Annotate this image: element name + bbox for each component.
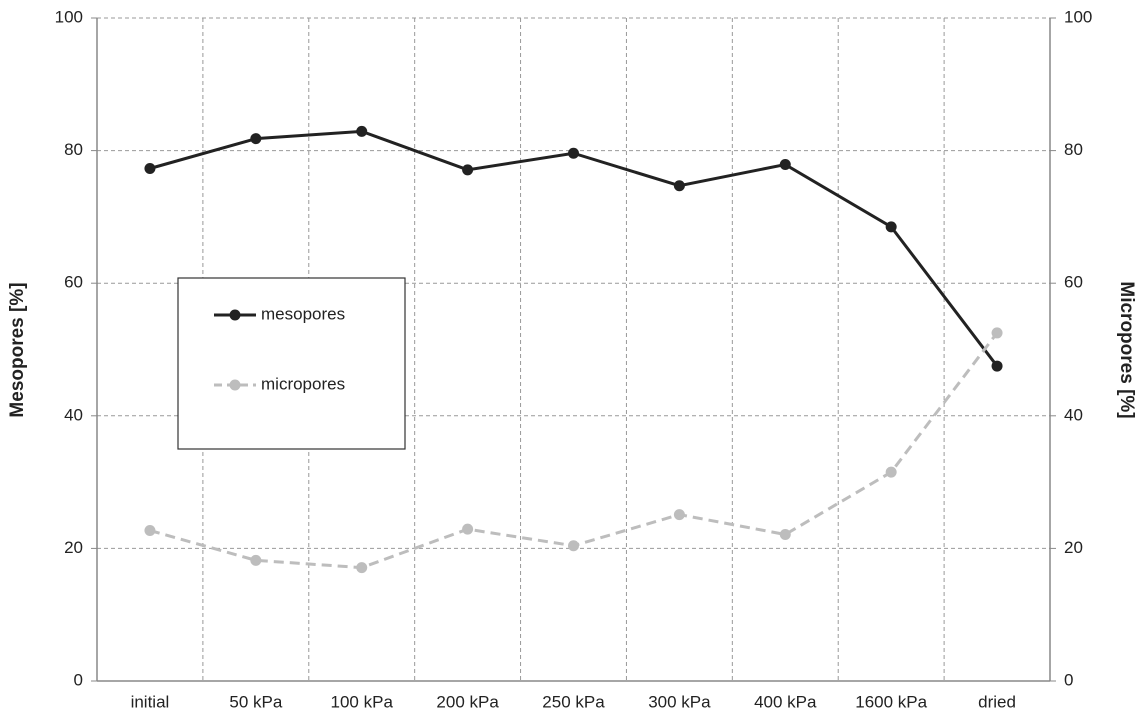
y-axis-title: Mesopores [%] [7,282,28,417]
point [673,509,685,521]
legend-box [177,277,406,450]
legend-marker [229,379,241,391]
point [462,523,474,535]
y-tick-label: 60 [64,273,83,292]
point [250,554,262,566]
point [250,133,262,145]
point [885,466,897,478]
x-tick-label: 250 kPa [542,692,605,711]
point [991,360,1003,372]
x-tick-label: 1600 kPa [855,692,927,711]
point [568,147,579,159]
y-tick-label: 80 [64,140,83,159]
y2-tick-label: 20 [1064,538,1083,557]
point [673,180,685,192]
x-tick-label: initial [131,692,170,711]
y2-tick-label: 0 [1064,670,1073,689]
legend-marker [229,309,241,321]
y-tick-label: 20 [64,538,83,557]
x-tick-label: dried [978,692,1016,711]
x-tick-label: 100 kPa [331,692,394,711]
point [356,562,368,574]
point [568,540,579,552]
point [885,221,897,233]
point [144,524,156,536]
point [779,528,791,540]
y2-tick-label: 60 [1064,273,1083,292]
x-tick-label: 50 kPa [229,692,282,711]
x-tick-label: 200 kPa [436,692,499,711]
point [779,159,791,171]
y2-tick-label: 100 [1064,7,1092,26]
y-tick-label: 0 [74,670,83,689]
x-tick-label: 300 kPa [648,692,711,711]
point [462,164,474,176]
x-tick-label: 400 kPa [754,692,817,711]
legend-label: micropores [261,374,345,393]
point [144,163,156,175]
y2-tick-label: 40 [1064,405,1083,424]
y-tick-label: 40 [64,405,83,424]
legend-label: mesopores [261,304,345,323]
point [356,125,368,137]
point [991,327,1003,339]
y2-axis-title: Micropores [%] [1116,281,1137,418]
y2-tick-label: 80 [1064,140,1083,159]
y-tick-label: 100 [55,7,83,26]
